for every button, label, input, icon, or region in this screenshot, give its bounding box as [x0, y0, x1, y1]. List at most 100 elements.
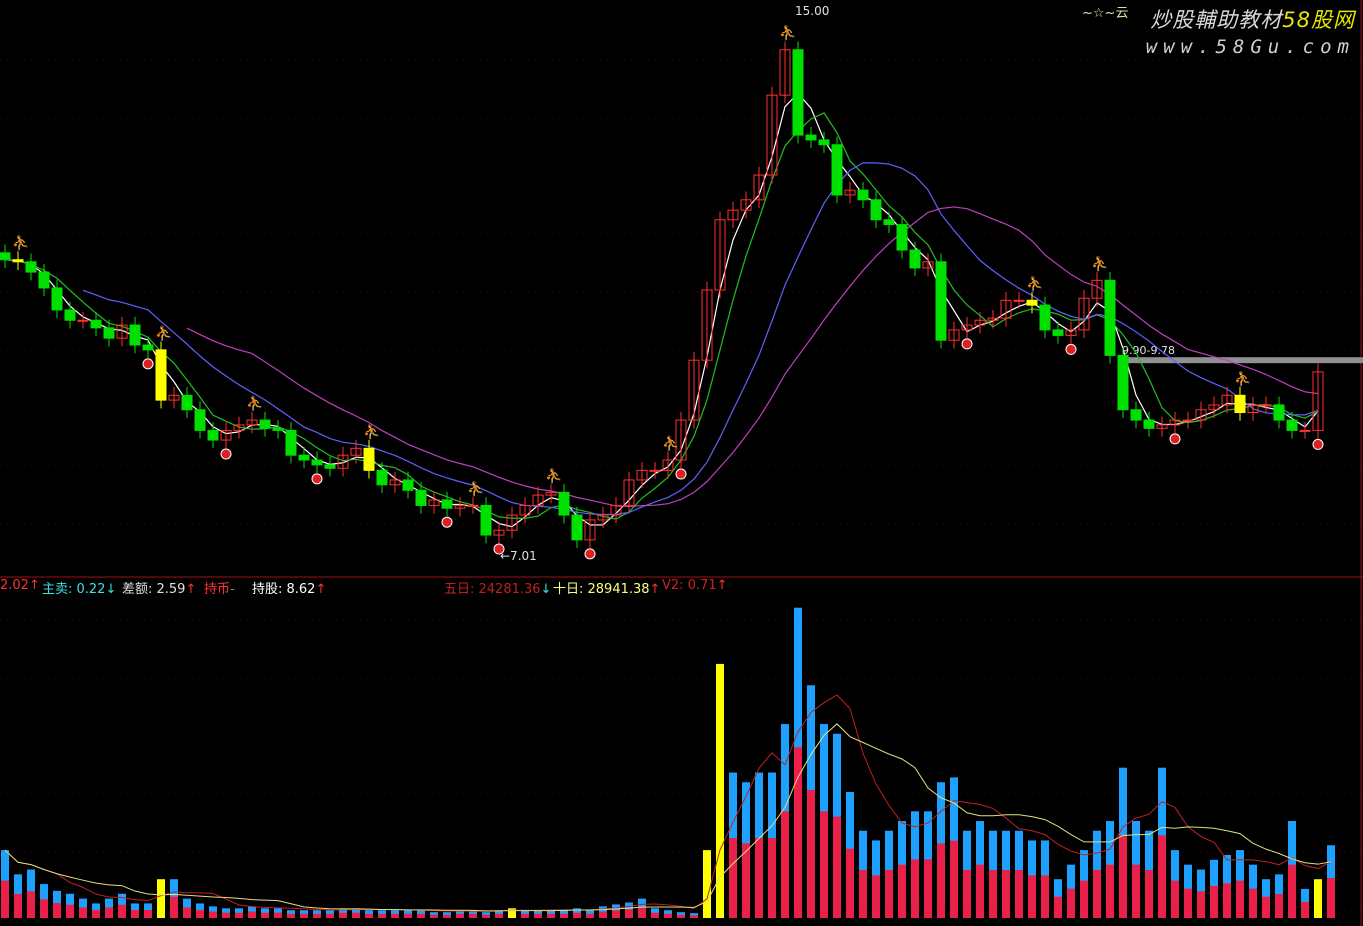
candle-body	[1000, 299, 1012, 319]
volume-bar-red	[1301, 902, 1309, 918]
runner-icon: ⛹	[662, 434, 679, 452]
volume-bar-red	[196, 910, 204, 918]
volume-ma10-line	[4, 723, 1332, 912]
candle-body	[272, 427, 284, 431]
volume-bar-red	[27, 891, 35, 918]
volume-bar	[157, 879, 165, 918]
candle-body	[103, 327, 115, 339]
candle-body	[90, 319, 102, 329]
candle-body	[896, 224, 908, 251]
indicator-arrow: -	[230, 582, 235, 597]
candle-body	[12, 259, 24, 263]
candle-body	[519, 504, 531, 516]
volume-bar-red	[1054, 896, 1062, 918]
volume-bar-red	[937, 843, 945, 918]
indicator-value: 五日: 24281.36	[444, 582, 541, 597]
candle-body	[1052, 329, 1064, 336]
volume-bar-red	[742, 843, 750, 918]
volume-bar-red	[768, 838, 776, 918]
volume-bar-red	[1093, 870, 1101, 918]
volume-bar-red	[612, 910, 620, 918]
volume-bar-red	[963, 870, 971, 918]
candle-body	[857, 189, 869, 201]
high-price-label: 15.00	[795, 4, 829, 18]
volume-bar-red	[950, 840, 958, 918]
watermark-text: 炒股輔助教材	[1150, 8, 1283, 32]
volume-bar-red	[547, 913, 555, 918]
indicator-value: 持股: 8.62	[252, 582, 316, 597]
volume-bar-red	[521, 913, 529, 918]
volume-bar-red	[1288, 864, 1296, 918]
candle-body	[25, 261, 37, 273]
candle-body	[1078, 297, 1090, 331]
candle-body	[1130, 409, 1142, 421]
volume-bar-red	[287, 913, 295, 918]
volume-bar-red	[1197, 891, 1205, 918]
candle-body	[415, 489, 427, 506]
indicator-item: 持股: 8.62↑	[252, 578, 326, 597]
candle-body	[181, 394, 193, 411]
runner-icon: ⛹	[467, 479, 484, 497]
watermark-url: www.58Gu.com	[1145, 36, 1355, 58]
candle-body	[974, 319, 986, 326]
candle-body	[766, 94, 778, 176]
ma-green-line	[4, 112, 1319, 520]
volume-bar-red	[14, 894, 22, 918]
sell-ball-icon	[493, 543, 505, 555]
sell-ball-icon	[961, 338, 973, 350]
volume-bar-red	[79, 907, 87, 918]
candle-body	[1208, 404, 1220, 411]
volume-bar-red	[898, 864, 906, 918]
volume-bar-red	[222, 912, 230, 918]
volume-bar-red	[40, 899, 48, 918]
candle-body	[831, 144, 843, 196]
sell-ball-icon	[675, 468, 687, 480]
runner-icon: ⛹	[1026, 274, 1043, 292]
candle-body	[701, 289, 713, 361]
indicator-value: V2: 0.71	[662, 578, 717, 593]
runner-icon: ⛹	[12, 234, 29, 252]
candle-body	[1260, 404, 1272, 407]
candle-body	[428, 499, 440, 506]
runner-icon: ⛹	[363, 422, 380, 440]
runner-icon: ⛹	[155, 324, 172, 342]
indicator-item: 2.02↑	[0, 578, 40, 593]
candle-body	[1091, 279, 1103, 299]
low-price-label: ←7.01	[500, 549, 537, 563]
volume-bar-red	[1236, 880, 1244, 918]
runner-icon: ⛹	[545, 466, 562, 484]
candle-body	[493, 529, 505, 536]
indicator-item: V2: 0.71↑	[662, 578, 728, 593]
candle-body	[1117, 354, 1129, 411]
candle-body	[38, 271, 50, 289]
candle-body	[1026, 299, 1038, 306]
indicator-item: 五日: 24281.36↓	[444, 578, 551, 597]
candle-body	[675, 419, 687, 461]
volume-bar-red	[1132, 864, 1140, 918]
volume-bar-red	[885, 870, 893, 918]
candle-body	[597, 514, 609, 521]
range-label: 9.90-9.78	[1122, 344, 1175, 357]
candle-body	[948, 329, 960, 341]
candle-body	[142, 344, 154, 351]
range-band	[1120, 357, 1363, 364]
volume-bar	[716, 663, 724, 918]
candle-body	[389, 479, 401, 486]
candle-body	[1143, 419, 1155, 429]
volume-bar-red	[404, 913, 412, 918]
volume-bar-red	[456, 913, 464, 918]
candle-body	[259, 419, 271, 429]
candle-body	[987, 317, 999, 321]
volume-bar-red	[625, 909, 633, 918]
volume-bar-red	[651, 912, 659, 918]
volume-bar-red	[911, 859, 919, 918]
volume-bar-red	[976, 864, 984, 918]
volume-bar-red	[1002, 870, 1010, 918]
sell-ball-icon	[1065, 343, 1077, 355]
volume-bar-red	[183, 907, 191, 918]
volume-bar-red	[1184, 888, 1192, 918]
volume-bar-red	[248, 911, 256, 918]
volume-bar-red	[1041, 875, 1049, 918]
corner-label: ~☆~云	[1082, 6, 1129, 21]
